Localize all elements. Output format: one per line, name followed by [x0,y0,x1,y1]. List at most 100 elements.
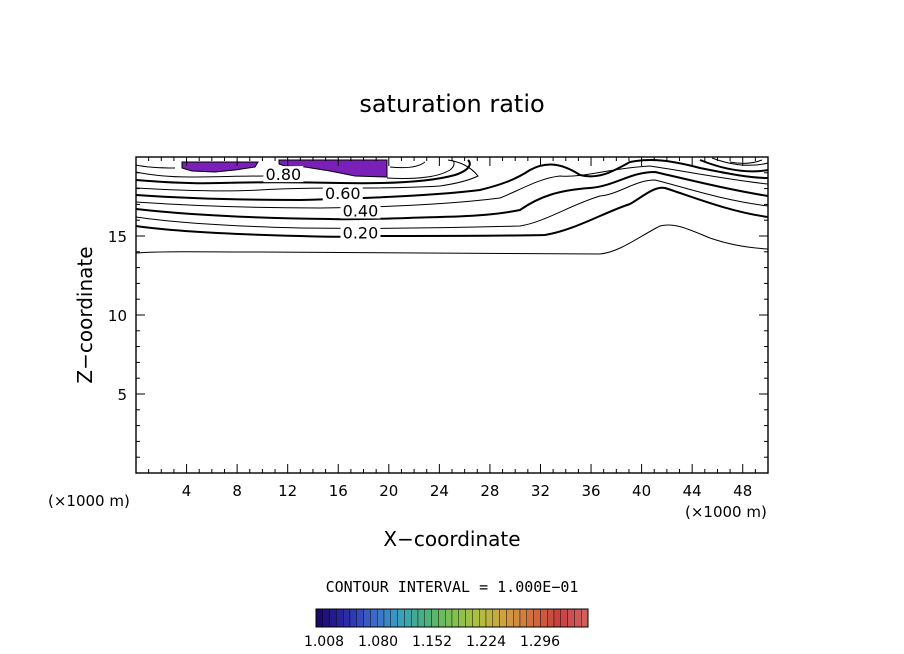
colorbar-swatch [492,608,500,628]
plot-frame [135,156,769,474]
colorbar-swatch [329,608,337,628]
contour-interval-text: CONTOUR INTERVAL = 1.000E−01 [326,578,579,596]
colorbar-swatch [363,608,371,628]
colorbar-swatch [315,608,324,628]
supersaturation-region [278,159,388,178]
contour-label: 0.60 [325,184,361,203]
contour-label-bg [340,224,381,241]
supersaturation-regions [181,159,388,178]
colorbar-swatch [547,608,555,628]
colorbar-tick-label: 1.224 [466,634,506,650]
colorbar-swatch [343,608,351,628]
colorbar-swatch [485,608,494,628]
colorbar-swatch [526,608,534,628]
contour-line [135,161,426,169]
colorbar [315,608,589,628]
contour-line [729,159,763,164]
x-tick-label: 40 [632,482,651,500]
contour-line [135,224,769,255]
colorbar-swatch [445,608,453,628]
colorbar-swatch [574,608,582,628]
colorbar-swatch [553,608,562,628]
colorbar-swatch [424,608,432,628]
colorbar-swatch [356,608,364,628]
colorbar-swatch [540,608,548,628]
contour-label-bg [263,166,304,183]
colorbar-swatch [404,608,412,628]
colorbar-swatch [479,608,487,628]
contour-label: 0.80 [266,165,302,184]
contour-label-bg [340,202,381,219]
y-tick-label: 15 [108,228,127,246]
colorbar-swatch [451,608,460,628]
x-tick-label: 48 [733,482,752,500]
x-axis-ticks: 4 8 12 16 20 24 28 32 36 40 44 48 [148,157,756,500]
colorbar-tick-labels: 1.008 1.080 1.152 1.224 1.296 [304,634,560,650]
contour-labels: 0.80 0.600.40 0.20 [263,165,381,243]
contour-line [135,159,471,185]
colorbar-swatch [513,608,521,628]
contour-line [135,186,769,238]
colorbar-swatch [390,608,398,628]
colorbar-swatch [377,608,385,628]
x-unit-left: (×1000 m) [48,492,130,510]
y-axis-ticks: 5 10 15 [108,172,768,458]
x-unit-right: (×1000 m) [685,503,767,521]
chart-title: saturation ratio [359,90,544,118]
colorbar-swatch [417,608,426,628]
y-axis-label: Z−coordinate [73,246,97,383]
x-tick-label: 20 [379,482,398,500]
colorbar-swatch [322,608,330,628]
colorbar-swatch [458,608,466,628]
contour-label: 0.20 [343,224,379,243]
x-tick-label: 8 [232,482,242,500]
contour-line [711,157,769,166]
contour-line [135,159,455,179]
colorbar-swatch [506,608,514,628]
contour-line [699,159,769,173]
colorbar-swatch [581,608,589,628]
x-axis-label: X−coordinate [383,527,520,551]
x-tick-label: 4 [182,482,192,500]
y-tick-label: 10 [108,307,127,325]
colorbar-swatch [533,608,541,628]
colorbar-swatch [349,608,358,628]
contour-line [135,159,479,192]
contour-lines [135,157,769,255]
colorbar-swatch [519,608,528,628]
x-tick-label: 16 [329,482,348,500]
colorbar-swatch [431,608,439,628]
colorbar-swatch [499,608,507,628]
contour-label-bg [322,185,363,202]
supersaturation-region [181,161,259,173]
colorbar-swatch [336,608,344,628]
colorbar-swatch [472,608,480,628]
colorbar-tick-label: 1.008 [304,634,344,650]
colorbar-tick-label: 1.080 [358,634,398,650]
contour-line [135,159,769,202]
plot-area: 0.800.600.400.20 4 8 12 16 20 24 28 32 36 40 44 48 … [108,156,769,500]
x-tick-label: 28 [480,482,499,500]
x-tick-label: 44 [683,482,702,500]
contour-label: 0.40 [343,201,379,220]
x-tick-label: 36 [581,482,600,500]
colorbar-swatch [567,608,575,628]
colorbar-swatch [370,608,378,628]
contour-line [135,165,769,209]
contour-line [135,179,769,229]
x-tick-label: 12 [278,482,297,500]
x-tick-label: 32 [531,482,550,500]
colorbar-swatch [438,608,446,628]
colorbar-swatch [465,608,473,628]
colorbar-tick-label: 1.152 [412,634,452,650]
colorbar-swatch [411,608,419,628]
x-tick-label: 24 [430,482,449,500]
contour-line [135,170,769,221]
colorbar-tick-label: 1.296 [520,634,560,650]
colorbar-frame [315,608,589,628]
colorbar-swatch [560,608,568,628]
colorbar-swatch [383,608,392,628]
y-tick-label: 5 [117,386,127,404]
colorbar-swatch [397,608,405,628]
